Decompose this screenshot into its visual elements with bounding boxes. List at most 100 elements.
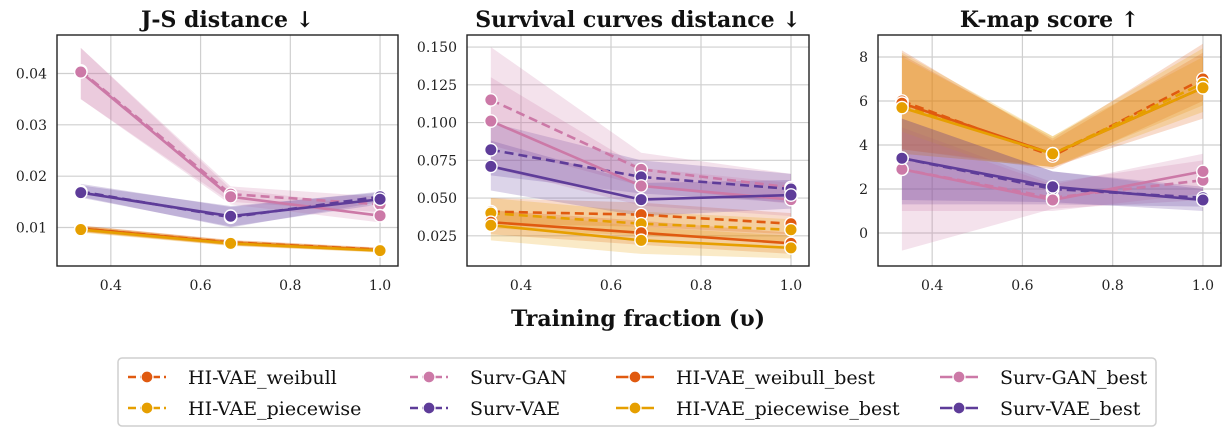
x-tick-label: 0.4 xyxy=(100,278,122,294)
legend-entry-hi-vae-weibull: HI-VAE_weibull xyxy=(128,367,337,389)
y-tick-label: 0.075 xyxy=(417,153,457,169)
legend-label: HI-VAE_piecewise_best xyxy=(676,398,900,420)
x-tick-label: 0.4 xyxy=(510,278,532,294)
point-surv-gan-best xyxy=(634,179,649,193)
x-tick-label: 1.0 xyxy=(369,278,391,294)
line-hi-vae-piecewise xyxy=(490,211,792,232)
band-surv-vae-best xyxy=(80,185,381,227)
point-surv-vae-best xyxy=(1196,193,1210,207)
band-surv-gan-best xyxy=(80,47,381,223)
point-hi-vae-piecewise-best xyxy=(784,240,798,255)
panel-1: J-S distance ↓ 0.4 0.6 0.8 1.0 0.01 0.02 0.03 0.… xyxy=(16,7,399,294)
y-tick-label: 2 xyxy=(859,182,868,198)
x-tick-label: 0.8 xyxy=(1102,278,1124,294)
legend-entry-surv-vae: Surv-VAE xyxy=(410,398,560,420)
plot-area xyxy=(483,47,798,259)
legend-entry-surv-vae-best: Surv-VAE_best xyxy=(940,398,1141,420)
point-surv-gan-best xyxy=(223,189,238,204)
legend-marker xyxy=(952,401,966,415)
legend-entry-hi-vae-weibull-best: HI-VAE_weibull_best xyxy=(616,367,875,389)
point-hi-vae-piecewise-best xyxy=(373,243,387,258)
legend-entry-surv-gan: Surv-GAN xyxy=(410,367,567,389)
y-tick-label: 0 xyxy=(859,226,868,242)
point-surv-gan-best xyxy=(1045,193,1060,207)
point-hi-vae-piecewise-best xyxy=(223,236,238,251)
panel-title: Survival curves distance ↓ xyxy=(475,7,801,33)
y-tick-label: 0.01 xyxy=(16,221,47,237)
y-tick-label: 0.02 xyxy=(16,169,47,185)
y-tick-label: 0.150 xyxy=(417,40,457,56)
panel-3: K-map score ↑ 0.4 0.6 0.8 1.0 0 2 4 6 8 xyxy=(859,7,1222,294)
legend-marker xyxy=(422,370,436,384)
legend-entry-hi-vae-piecewise-best: HI-VAE_piecewise_best xyxy=(616,398,900,420)
point-hi-vae-piecewise-best xyxy=(1045,146,1060,161)
point-hi-vae-piecewise-best xyxy=(895,100,909,115)
point-surv-vae-best xyxy=(634,192,649,207)
point-surv-gan-best xyxy=(373,208,387,223)
band-surv-gan xyxy=(490,47,791,205)
line-surv-gan xyxy=(901,167,1204,200)
band-surv-gan xyxy=(80,47,381,213)
point-surv-vae-best xyxy=(784,188,798,202)
point-hi-vae-piecewise-best xyxy=(483,218,498,233)
line-surv-gan xyxy=(490,98,792,189)
panels: J-S distance ↓ 0.4 0.6 0.8 1.0 0.01 0.02 0.03 0.… xyxy=(16,7,1222,294)
x-tick-label: 0.8 xyxy=(690,278,712,294)
x-tick-label: 0.4 xyxy=(921,278,943,294)
panel-title: K-map score ↑ xyxy=(960,7,1139,33)
x-tick-label: 1.0 xyxy=(780,278,802,294)
legend: HI-VAE_weibull HI-VAE_piecewise Surv-GAN Su… xyxy=(117,357,1157,427)
x-tick-label: 0.6 xyxy=(189,278,211,294)
legend-label: HI-VAE_piecewise xyxy=(188,398,361,420)
line-hi-vae-weibull xyxy=(490,210,792,226)
legend-marker xyxy=(140,370,154,384)
point-surv-vae-best xyxy=(1045,179,1060,194)
x-tick-label: 0.6 xyxy=(1011,278,1033,294)
legend-entry-surv-gan-best: Surv-GAN_best xyxy=(940,367,1148,389)
line-surv-vae xyxy=(490,148,792,191)
x-tick-label: 0.8 xyxy=(279,278,301,294)
band-hi-vae-piecewise-best xyxy=(901,48,1203,168)
x-tick-label: 0.6 xyxy=(600,278,622,294)
band-surv-gan-best xyxy=(901,131,1203,211)
x-axis-label: Training fraction (υ) xyxy=(511,306,765,332)
point-surv-vae-best xyxy=(73,185,88,200)
legend-label: Surv-VAE xyxy=(470,398,560,420)
point-surv-vae-best xyxy=(373,192,387,207)
legend-marker xyxy=(422,401,436,415)
plot-area xyxy=(73,47,387,258)
y-tick-label: 8 xyxy=(859,50,868,66)
point-hi-vae-piecewise xyxy=(784,222,798,237)
panel-2: Survival curves distance ↓ 0.4 0.6 0.8 1.0 0.… xyxy=(417,7,810,294)
point-surv-vae-best xyxy=(895,151,909,166)
point-surv-vae-best xyxy=(483,159,498,174)
axes-frame xyxy=(466,34,810,267)
y-tick-label: 0.025 xyxy=(417,229,457,245)
legend-label: HI-VAE_weibull_best xyxy=(676,367,875,389)
legend-marker xyxy=(952,370,966,384)
point-hi-vae-piecewise-best xyxy=(634,233,649,248)
point-surv-gan-best xyxy=(483,114,498,128)
y-tick-label: 0.050 xyxy=(417,191,457,207)
y-tick-label: 4 xyxy=(859,138,868,154)
panel-title: J-S distance ↓ xyxy=(139,7,314,33)
point-surv-gan-best xyxy=(73,65,88,79)
y-tick-label: 0.04 xyxy=(16,67,47,83)
point-surv-gan-best xyxy=(1196,164,1210,179)
legend-marker xyxy=(140,401,154,415)
point-surv-vae-best xyxy=(223,209,238,224)
legend-label: Surv-VAE_best xyxy=(1000,398,1141,420)
legend-label: Surv-GAN xyxy=(470,367,567,389)
legend-marker xyxy=(628,401,642,415)
band-surv-gan-best xyxy=(490,77,791,217)
legend-frame xyxy=(117,357,1157,427)
point-hi-vae-piecewise-best xyxy=(73,222,88,237)
plot-area xyxy=(895,43,1210,251)
band-hi-vae-weibull-best xyxy=(901,43,1203,167)
point-surv-vae xyxy=(483,142,498,157)
band-hi-vae-piecewise xyxy=(901,52,1203,167)
legend-label: Surv-GAN_best xyxy=(1000,367,1148,389)
y-tick-label: 0.100 xyxy=(417,116,457,132)
y-tick-label: 0.125 xyxy=(417,78,457,94)
